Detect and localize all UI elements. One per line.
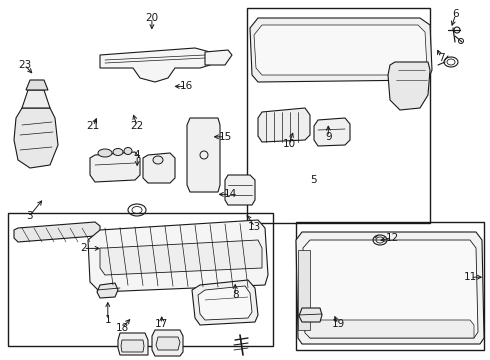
- Text: 16: 16: [179, 81, 193, 91]
- Text: 4: 4: [134, 150, 141, 160]
- Polygon shape: [296, 232, 484, 344]
- Polygon shape: [100, 48, 215, 82]
- Bar: [296, 222, 484, 350]
- Text: 1: 1: [104, 315, 111, 325]
- Polygon shape: [22, 90, 50, 108]
- Text: 15: 15: [219, 132, 232, 142]
- Polygon shape: [250, 18, 432, 82]
- Polygon shape: [258, 108, 310, 142]
- Bar: [247, 8, 430, 223]
- Polygon shape: [298, 250, 310, 330]
- Ellipse shape: [153, 156, 163, 164]
- Polygon shape: [143, 153, 175, 183]
- Text: 20: 20: [146, 13, 158, 23]
- Text: 13: 13: [248, 222, 262, 232]
- Text: 14: 14: [223, 189, 237, 199]
- Polygon shape: [14, 222, 100, 242]
- Polygon shape: [314, 118, 350, 146]
- Polygon shape: [205, 50, 232, 65]
- Polygon shape: [97, 283, 118, 298]
- Polygon shape: [198, 286, 252, 320]
- Ellipse shape: [98, 149, 112, 157]
- Text: 18: 18: [116, 323, 129, 333]
- Bar: [8, 213, 273, 346]
- Text: 8: 8: [232, 290, 239, 300]
- Polygon shape: [90, 152, 140, 182]
- Text: 19: 19: [331, 319, 345, 329]
- Polygon shape: [156, 337, 180, 350]
- Ellipse shape: [124, 148, 132, 154]
- Polygon shape: [192, 280, 258, 325]
- Text: 11: 11: [464, 272, 477, 282]
- Polygon shape: [187, 118, 220, 192]
- Polygon shape: [88, 220, 268, 292]
- Polygon shape: [299, 308, 322, 322]
- Text: 2: 2: [80, 243, 87, 253]
- Text: 23: 23: [18, 60, 31, 70]
- Text: 10: 10: [283, 139, 295, 149]
- Polygon shape: [305, 320, 474, 338]
- Text: 21: 21: [86, 121, 100, 131]
- Polygon shape: [303, 240, 478, 338]
- Text: 9: 9: [325, 132, 332, 142]
- Polygon shape: [225, 175, 255, 205]
- Polygon shape: [14, 108, 58, 168]
- Polygon shape: [388, 62, 430, 110]
- Polygon shape: [100, 240, 262, 275]
- Text: 3: 3: [26, 211, 33, 221]
- Text: 17: 17: [155, 319, 169, 329]
- Text: 7: 7: [438, 53, 444, 63]
- Polygon shape: [212, 255, 248, 272]
- Polygon shape: [118, 333, 148, 355]
- Text: 22: 22: [130, 121, 144, 131]
- Ellipse shape: [113, 148, 123, 156]
- Polygon shape: [254, 25, 427, 75]
- Polygon shape: [26, 80, 48, 90]
- Polygon shape: [152, 330, 183, 356]
- Text: 6: 6: [452, 9, 459, 19]
- Polygon shape: [121, 340, 144, 352]
- Text: 12: 12: [385, 233, 399, 243]
- Text: 5: 5: [310, 175, 317, 185]
